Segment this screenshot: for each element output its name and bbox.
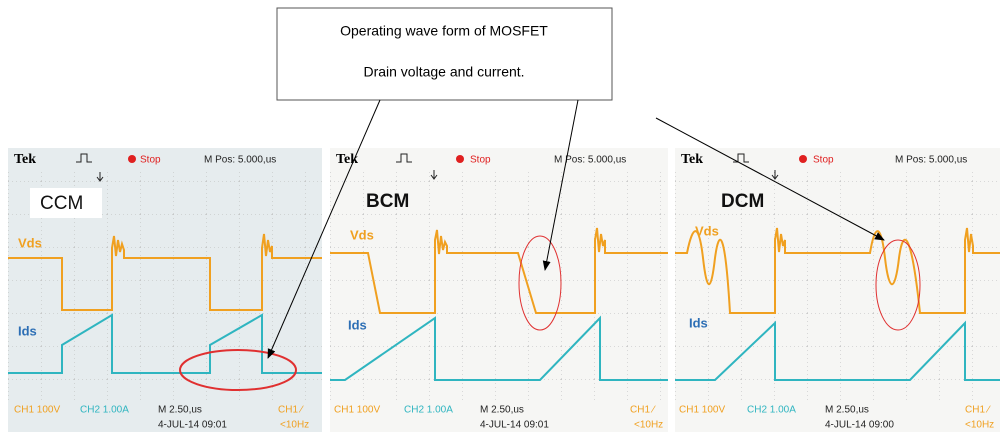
brand: Tek [681, 152, 703, 167]
ch2-label: Ids [18, 323, 37, 338]
position: M Pos: 5.000,us [895, 155, 967, 166]
callout-line: Drain voltage and current. [363, 64, 524, 80]
status: Stop [140, 155, 161, 166]
freq: <10Hz [280, 420, 309, 431]
timebase: M 2.50,us [825, 405, 869, 416]
footer-bg [675, 400, 1000, 432]
footer-bg [8, 400, 322, 432]
brand: Tek [14, 152, 36, 167]
highlight [875, 239, 921, 331]
stop-dot [456, 155, 464, 163]
trigger: CH1 ∕ [278, 405, 304, 416]
ch2-label: Ids [689, 315, 708, 330]
position: M Pos: 5.000,us [204, 155, 276, 166]
scope-panel: Tek Stop M Pos: 5.000,us CCM Vds Ids CH1… [8, 148, 322, 432]
ids-wave [330, 315, 668, 381]
trigger-pos [96, 172, 104, 182]
trigger-icon [76, 153, 92, 163]
grid [330, 170, 668, 400]
arrow [267, 99, 381, 359]
stop-dot [799, 155, 807, 163]
status: Stop [813, 155, 834, 166]
highlight [518, 235, 562, 331]
callout-box [276, 7, 613, 101]
ids-wave [675, 320, 1000, 381]
freq: <10Hz [965, 420, 994, 431]
trigger-icon [733, 153, 749, 163]
arrow [655, 117, 885, 241]
footer-ch2: CH2 1.00A [404, 405, 453, 416]
freq: <10Hz [634, 420, 663, 431]
scope-panel: Tek Stop M Pos: 5.000,us BCM Vds Ids CH1… [330, 148, 668, 432]
ch1-label: Vds [18, 235, 42, 250]
callout-line: Operating wave form of MOSFET [340, 23, 548, 39]
mode: BCM [366, 191, 409, 212]
footer-ch1: CH1 100V [14, 405, 60, 416]
trigger: CH1 ∕ [630, 405, 656, 416]
date: 4-JUL-14 09:01 [158, 420, 227, 431]
trigger-pos [771, 170, 779, 180]
footer-ch1: CH1 100V [679, 405, 725, 416]
footer-ch2: CH2 1.00A [747, 405, 796, 416]
trigger-pos [430, 170, 438, 180]
trigger-icon [396, 153, 412, 163]
ch1-label: Vds [350, 227, 374, 242]
ch1-label: Vds [695, 223, 719, 238]
highlight [179, 349, 297, 391]
status: Stop [470, 155, 491, 166]
ids-wave [8, 313, 322, 374]
vds-wave [675, 227, 1000, 314]
scope-panel: Tek Stop M Pos: 5.000,us DCM Vds Ids CH1… [675, 148, 1000, 432]
arrow [542, 99, 579, 271]
brand: Tek [336, 152, 358, 167]
timebase: M 2.50,us [158, 405, 202, 416]
mode: DCM [721, 191, 764, 212]
stop-dot [128, 155, 136, 163]
timebase: M 2.50,us [480, 405, 524, 416]
vds-wave [330, 227, 668, 314]
vds-wave [8, 233, 322, 311]
grid [675, 170, 1000, 400]
trigger: CH1 ∕ [965, 405, 991, 416]
date: 4-JUL-14 09:01 [480, 420, 549, 431]
mode-bg [30, 188, 102, 218]
ch2-label: Ids [348, 317, 367, 332]
footer-ch1: CH1 100V [334, 405, 380, 416]
footer-ch2: CH2 1.00A [80, 405, 129, 416]
position: M Pos: 5.000,us [554, 155, 626, 166]
mode: CCM [40, 193, 83, 214]
date: 4-JUL-14 09:00 [825, 420, 894, 431]
footer-bg [330, 400, 668, 432]
